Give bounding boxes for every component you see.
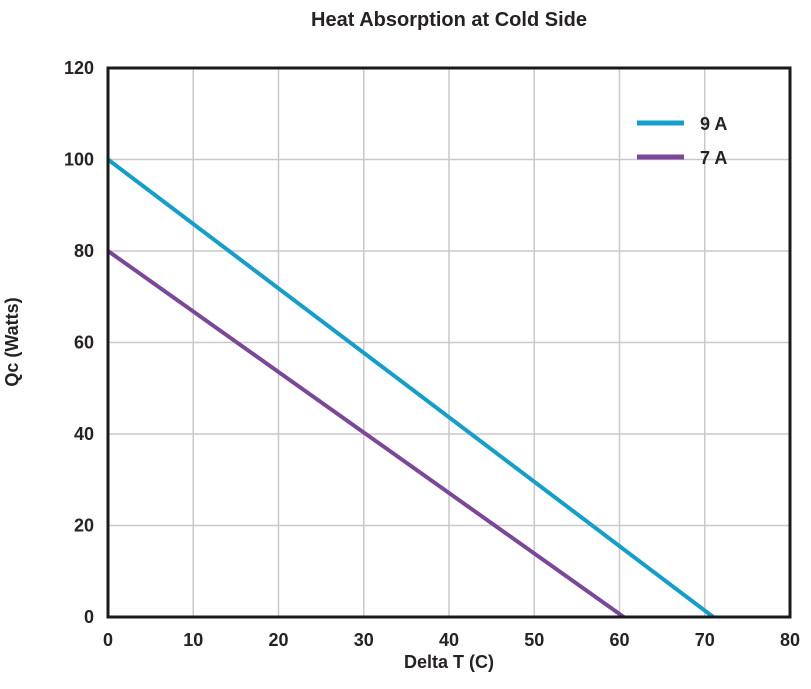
series-line-7-a: [106, 249, 625, 619]
plot-border: [106, 66, 792, 619]
legend-label-9-a: 9 A: [700, 114, 727, 134]
x-tick-label: 70: [695, 630, 715, 650]
tick-layer: 0 10 20 30 40 50 60 70 80 0 20 40 60 80 100 120: [64, 58, 800, 650]
y-axis-label: Qc (Watts): [2, 297, 22, 386]
legend-layer: 9 A 7 A: [637, 114, 727, 168]
grid-layer: [108, 68, 790, 617]
y-tick-label: 80: [74, 241, 94, 261]
x-tick-label: 40: [439, 630, 459, 650]
x-tick-label: 60: [609, 630, 629, 650]
x-axis-label: Delta T (C): [404, 652, 494, 672]
y-tick-label: 40: [74, 424, 94, 444]
y-tick-label: 60: [74, 333, 94, 353]
x-tick-label: 50: [524, 630, 544, 650]
series-line-9-a: [106, 157, 715, 619]
chart-title: Heat Absorption at Cold Side: [311, 9, 587, 31]
y-tick-label: 120: [64, 58, 94, 78]
x-tick-label: 10: [183, 630, 203, 650]
x-tick-label: 0: [103, 630, 113, 650]
x-tick-label: 20: [268, 630, 288, 650]
x-tick-label: 30: [354, 630, 374, 650]
x-tick-label: 80: [780, 630, 800, 650]
y-tick-label: 20: [74, 516, 94, 536]
legend-label-7-a: 7 A: [700, 148, 727, 168]
series-layer: [106, 157, 715, 619]
y-tick-label: 0: [84, 607, 94, 627]
y-tick-label: 100: [64, 150, 94, 170]
